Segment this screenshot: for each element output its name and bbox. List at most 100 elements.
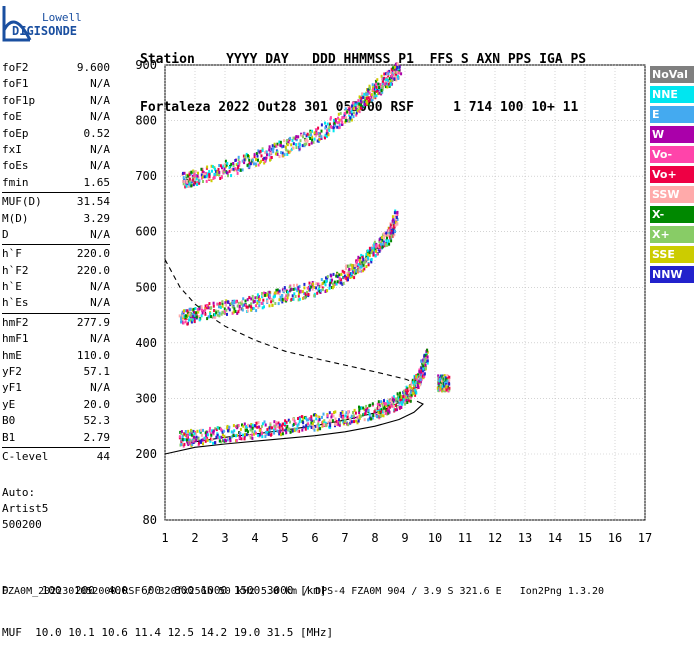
trace-point	[300, 415, 303, 419]
trace-point	[370, 251, 373, 255]
param-separator	[2, 244, 110, 246]
trace-point	[300, 133, 303, 137]
trace-point	[205, 437, 208, 441]
trace-point	[363, 92, 366, 96]
trace-point	[320, 129, 323, 133]
trace-point	[385, 78, 388, 82]
trace-point	[223, 310, 226, 313]
param-row: hmF2 277.9	[2, 315, 110, 331]
trace-point	[385, 231, 388, 235]
trace-point	[275, 288, 278, 292]
trace-point	[371, 86, 374, 90]
trace-point	[276, 425, 279, 429]
trace-point	[241, 300, 243, 304]
trace-point	[356, 258, 359, 262]
trace-point	[270, 433, 273, 436]
trace-point	[448, 386, 451, 390]
param-value: 1.65	[83, 175, 111, 189]
trace-point	[366, 252, 369, 256]
trace-point	[338, 273, 341, 277]
trace-point	[268, 290, 271, 294]
trace-point	[316, 291, 319, 295]
trace-point	[200, 428, 203, 432]
trace-point	[392, 72, 394, 75]
trace-point	[346, 413, 349, 417]
trace-point	[345, 116, 347, 120]
trace-point	[446, 374, 449, 378]
legend-item: NNW	[650, 266, 694, 283]
trace-point	[279, 140, 282, 144]
trace-point	[310, 141, 313, 145]
trace-point	[272, 146, 275, 150]
trace-point	[408, 393, 411, 397]
trace-point	[212, 429, 215, 433]
trace-point	[383, 76, 386, 80]
trace-point	[368, 86, 371, 90]
trace-point	[381, 87, 384, 91]
trace-point	[386, 70, 389, 74]
trace-point	[388, 77, 391, 81]
trace-point	[214, 309, 217, 313]
trace-point	[251, 430, 254, 434]
trace-point	[266, 432, 269, 436]
trace-point	[399, 391, 401, 395]
trace-point	[218, 435, 221, 439]
trace-point	[361, 260, 364, 264]
trace-point	[395, 220, 397, 224]
trace-point	[192, 429, 195, 433]
param-name: foF1p	[2, 93, 36, 107]
trace-point	[204, 304, 207, 308]
trace-point	[326, 414, 329, 418]
trace-point	[315, 413, 318, 417]
trace-point	[334, 410, 337, 414]
trace-point	[324, 136, 326, 140]
trace-point	[439, 387, 442, 390]
param-row: foEp 0.52	[2, 126, 110, 142]
trace-point	[196, 307, 199, 311]
trace-point	[182, 182, 185, 186]
param-row: B0 52.3	[2, 413, 110, 429]
trace-point	[239, 427, 242, 431]
trace-point	[350, 420, 353, 424]
trace-point	[277, 421, 280, 425]
trace-point	[248, 296, 251, 300]
trace-point	[263, 161, 266, 165]
trace-point	[248, 434, 251, 438]
trace-point	[296, 289, 299, 293]
trace-point	[262, 158, 265, 161]
trace-point	[189, 441, 192, 444]
trace-point	[268, 148, 271, 152]
trace-point	[180, 432, 183, 435]
trace-point	[357, 255, 360, 259]
trace-point	[234, 159, 237, 162]
trace-point	[382, 232, 385, 236]
trace-point	[298, 145, 301, 149]
trace-point	[354, 103, 357, 107]
trace-point	[292, 146, 294, 150]
trace-point	[229, 439, 232, 443]
trace-point	[411, 387, 414, 391]
param-separator	[2, 312, 110, 314]
legend-item: Vo-	[650, 146, 694, 163]
trace-point	[375, 244, 378, 248]
trace-point	[215, 435, 218, 439]
trace-point	[306, 132, 309, 136]
trace-point	[202, 428, 204, 432]
trace-point	[235, 163, 238, 167]
trace-point	[381, 238, 384, 242]
legend-item: NNE	[650, 86, 694, 103]
trace-point	[248, 164, 251, 168]
trace-point	[284, 297, 287, 301]
trace-point	[244, 429, 247, 433]
trace-point	[448, 375, 451, 379]
trace-point	[185, 314, 188, 318]
trace-point	[367, 418, 370, 422]
trace-point	[187, 174, 190, 178]
param-value: 20.0	[83, 397, 111, 411]
trace-point	[340, 272, 343, 276]
trace-point	[248, 161, 251, 165]
trace-point	[212, 301, 215, 305]
trace-point	[441, 375, 444, 379]
trace-point	[415, 386, 418, 390]
param-name: fxI	[2, 142, 22, 156]
